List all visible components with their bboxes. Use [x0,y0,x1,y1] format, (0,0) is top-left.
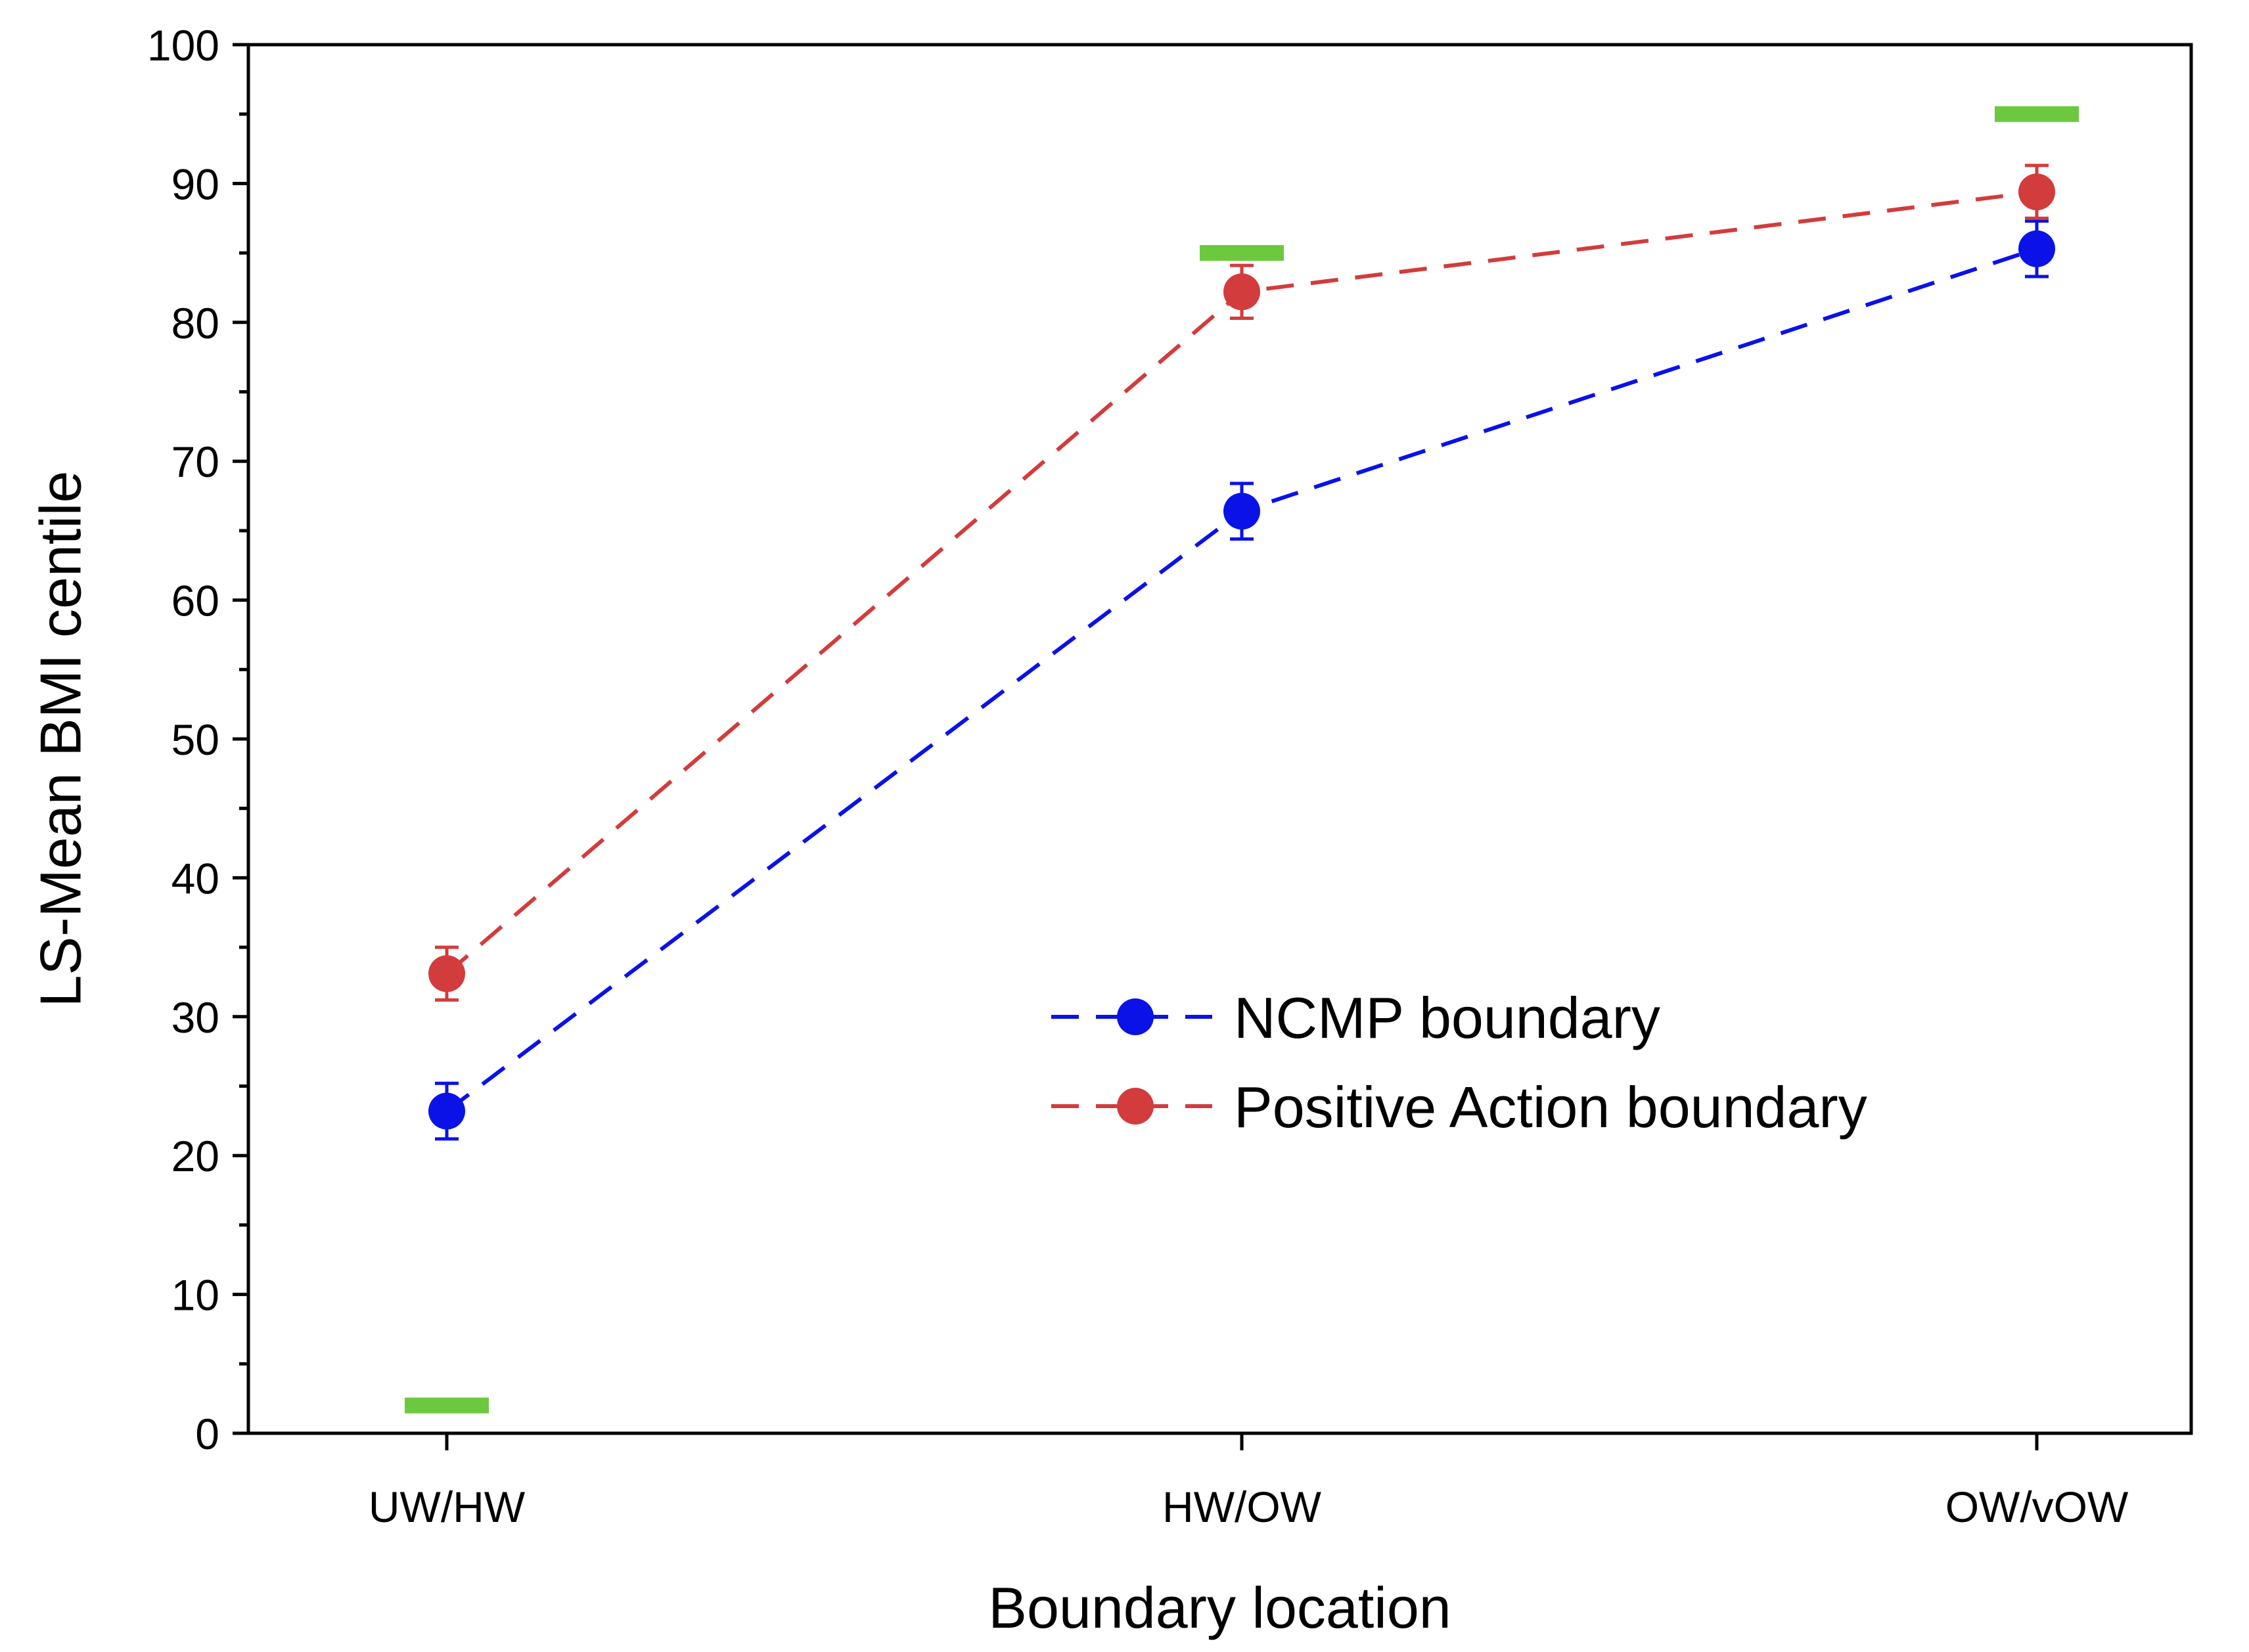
y-tick-label: 40 [171,854,219,903]
legend-label-positive-action: Positive Action boundary [1234,1075,1867,1140]
reference-marker [1995,106,2079,122]
x-tick-label: HW/OW [1162,1483,1322,1531]
data-point [2018,173,2055,211]
series-line [445,246,2037,1113]
reference-marker [1200,245,1284,261]
legend-label-ncmp: NCMP boundary [1234,985,1660,1050]
y-axis-ticks: 0 10 20 30 40 50 60 70 80 90 100 [147,21,248,1458]
reference-marker [405,1397,489,1414]
data-point [428,1092,465,1130]
data-point [1223,273,1260,311]
y-tick-label: 30 [171,993,219,1042]
data-points [428,173,2055,1130]
data-point [1223,493,1260,530]
reference-markers [405,106,2079,1414]
y-tick-label: 100 [147,21,219,70]
x-tick-label: OW/vOW [1945,1483,2129,1531]
y-tick-label: 0 [195,1410,219,1458]
data-point [428,955,465,993]
y-tick-label: 20 [171,1132,219,1180]
y-tick-label: 60 [171,577,219,625]
legend: NCMP boundary Positive Action boundary [1051,985,1867,1140]
x-tick-label: UW/HW [369,1483,526,1531]
x-axis-ticks: UW/HW HW/OW OW/vOW [369,1433,2129,1531]
data-point [2018,230,2055,267]
y-tick-label: 90 [171,160,219,208]
y-tick-label: 80 [171,299,219,347]
legend-marker-positive-action [1117,1088,1154,1125]
series-lines [445,190,2037,1113]
y-tick-label: 10 [171,1271,219,1320]
y-tick-label: 50 [171,715,219,764]
y-axis-title: LS-Mean BMI centile [28,471,93,1008]
y-tick-label: 70 [171,437,219,486]
x-axis-title: Boundary location [988,1575,1451,1640]
legend-marker-ncmp [1117,998,1154,1035]
